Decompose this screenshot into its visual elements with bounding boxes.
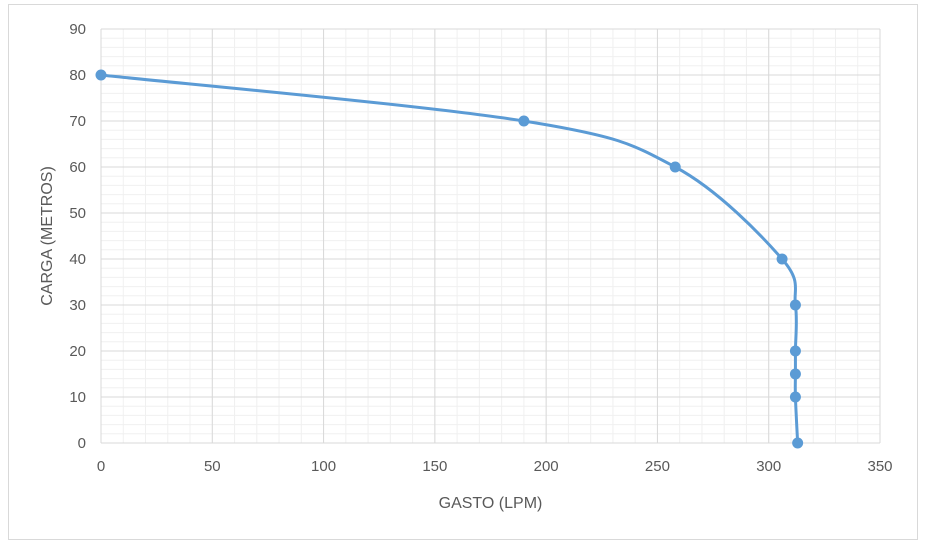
y-tick-label: 10 [69,389,86,406]
y-tick-label: 80 [69,67,86,84]
data-point [669,161,681,173]
x-tick-label: 150 [422,458,447,475]
x-tick-label: 300 [756,458,781,475]
major-gridlines [100,28,881,444]
x-tick-label: 100 [311,458,336,475]
x-tick-label: 50 [204,458,221,475]
y-tick-label: 0 [78,435,86,452]
x-tick-label: 200 [534,458,559,475]
y-tick-label: 40 [69,251,86,268]
minor-gridlines [100,28,881,444]
data-point [776,253,788,265]
y-tick-label: 30 [69,297,86,314]
x-axis-title: GASTO (LPM) [439,495,543,512]
y-axis-title: CARGA (METROS) [39,166,56,306]
y-tick-label: 50 [69,205,86,222]
y-tick-label: 20 [69,343,86,360]
y-axis-tick-labels: 0 10 20 30 40 50 60 70 80 90 [69,21,86,452]
data-points [95,69,804,449]
data-point [789,345,801,357]
x-axis-tick-labels: 0 50 100 150 200 250 300 350 [97,458,893,475]
y-tick-label: 60 [69,159,86,176]
data-point [792,437,804,449]
x-tick-label: 350 [867,458,892,475]
data-point [95,69,107,81]
data-point [518,115,530,127]
y-tick-label: 70 [69,113,86,130]
data-point [789,299,801,311]
data-point [789,391,801,403]
x-tick-label: 250 [645,458,670,475]
y-tick-label: 90 [69,21,86,38]
x-tick-label: 0 [97,458,105,475]
data-point [789,368,801,380]
